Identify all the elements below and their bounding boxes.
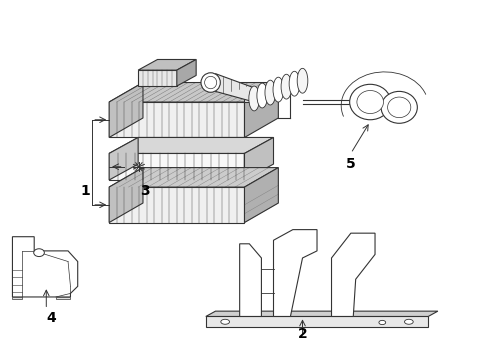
Polygon shape [109,187,244,222]
Polygon shape [244,168,278,222]
Polygon shape [205,316,427,327]
Ellipse shape [248,86,259,111]
Ellipse shape [34,249,44,257]
Ellipse shape [349,84,390,120]
Text: 2: 2 [297,327,307,341]
Polygon shape [244,88,254,102]
Ellipse shape [378,320,385,325]
Polygon shape [138,59,196,70]
Polygon shape [244,138,273,180]
Text: 4: 4 [46,311,56,325]
Polygon shape [109,168,142,222]
Polygon shape [12,297,22,299]
Ellipse shape [356,90,383,113]
Polygon shape [109,102,244,138]
Polygon shape [239,244,261,316]
Ellipse shape [297,68,307,93]
Ellipse shape [204,76,216,89]
Polygon shape [56,297,70,299]
Ellipse shape [281,74,291,99]
Polygon shape [109,82,278,102]
Ellipse shape [201,73,220,92]
Polygon shape [244,82,278,138]
Polygon shape [109,168,278,187]
Polygon shape [109,82,142,138]
Polygon shape [331,233,374,316]
Polygon shape [109,153,244,180]
Text: 1: 1 [80,184,90,198]
Ellipse shape [288,71,299,96]
Polygon shape [138,70,177,86]
Polygon shape [205,311,437,316]
Polygon shape [215,74,254,102]
Ellipse shape [404,319,412,324]
Polygon shape [109,138,138,180]
Text: 5: 5 [346,157,355,171]
Polygon shape [273,230,316,316]
Polygon shape [12,237,78,297]
Ellipse shape [256,83,267,108]
Ellipse shape [380,91,416,123]
Ellipse shape [272,77,283,102]
Polygon shape [109,138,273,153]
Ellipse shape [387,97,410,118]
Text: 3: 3 [140,184,150,198]
Ellipse shape [221,319,229,324]
Ellipse shape [264,80,275,105]
Polygon shape [177,59,196,86]
